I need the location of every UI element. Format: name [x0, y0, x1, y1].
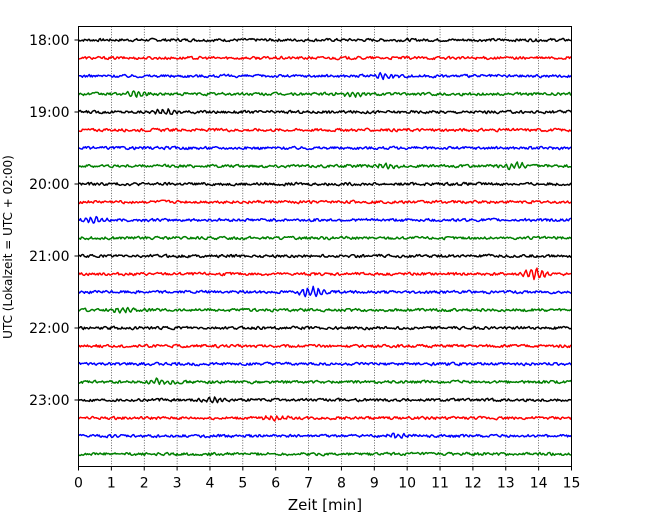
- trace-2245: [78, 377, 573, 386]
- y-tick-label: 22:00: [29, 321, 69, 337]
- x-tick-label: 15: [563, 476, 581, 492]
- trace-1815: [78, 55, 572, 61]
- trace-2000: [78, 181, 572, 187]
- x-tick-label: 8: [337, 476, 346, 492]
- trace-2330: [78, 432, 573, 439]
- trace-2100: [78, 253, 572, 259]
- x-tick-label: 10: [398, 476, 416, 492]
- y-tick-label: 20:00: [29, 177, 69, 193]
- x-tick-label: 13: [497, 476, 515, 492]
- trace-1945: [77, 161, 572, 171]
- x-tick-label: 9: [370, 476, 379, 492]
- trace-1845: [77, 90, 572, 98]
- trace-1930: [78, 145, 572, 151]
- x-tick-label: 3: [173, 476, 182, 492]
- x-tick-label: 0: [74, 476, 83, 492]
- trace-2300: [78, 396, 572, 404]
- trace-2215: [77, 343, 572, 349]
- x-tick-label: 2: [140, 476, 149, 492]
- y-tick-label: 19:00: [29, 105, 69, 121]
- x-tick-label: 6: [271, 476, 280, 492]
- trace-2230: [77, 361, 573, 367]
- x-tick-label: 1: [107, 476, 116, 492]
- trace-1900: [77, 108, 573, 115]
- trace-2315: [77, 415, 573, 422]
- y-axis-label: UTC (Lokalzeit = UTC + 02:00): [1, 155, 15, 339]
- trace-2345: [78, 451, 572, 457]
- trace-2030: [78, 215, 572, 224]
- trace-2115: [77, 267, 572, 281]
- trace-1830: [78, 71, 573, 81]
- trace-2045: [78, 235, 573, 241]
- trace-2130: [77, 285, 572, 298]
- x-tick-label: 12: [464, 476, 482, 492]
- trace-2145: [78, 306, 573, 314]
- plot-frame: [78, 26, 572, 467]
- x-tick-label: 11: [431, 476, 449, 492]
- trace-lines: [77, 37, 573, 457]
- x-tick-label: 14: [530, 476, 548, 492]
- x-tick-label: 7: [304, 476, 313, 492]
- trace-1800: [77, 37, 572, 43]
- x-axis: 0 1 2 3 4 5 6 7 8 9 10 11 12 13 14 15: [74, 466, 581, 492]
- y-tick-label: 21:00: [29, 249, 69, 265]
- x-axis-label: Zeit [min]: [288, 496, 362, 514]
- x-tick-label: 5: [238, 476, 247, 492]
- trace-2015: [78, 199, 572, 205]
- y-tick-label: 23:00: [29, 393, 69, 409]
- x-tick-label: 4: [206, 476, 215, 492]
- trace-1915: [78, 127, 573, 133]
- y-axis: 18:00 19:00 20:00 21:00 22:00 23:00: [29, 33, 79, 409]
- trace-2200: [78, 325, 572, 331]
- y-tick-label: 18:00: [29, 33, 69, 49]
- grid-lines: [111, 26, 539, 467]
